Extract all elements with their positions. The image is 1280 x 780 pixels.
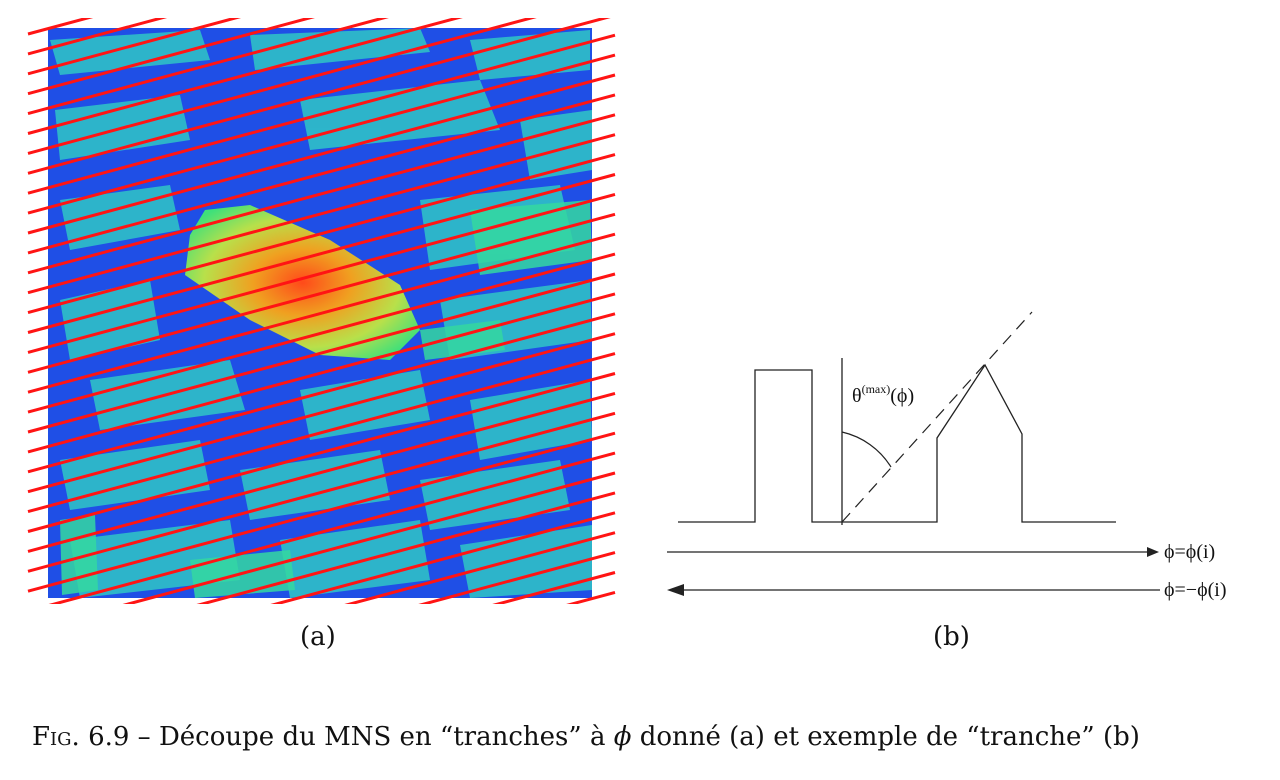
slice-line — [27, 18, 389, 116]
slice-line — [27, 93, 616, 255]
slice-line — [27, 391, 616, 553]
dsm-slices-figure — [27, 18, 616, 604]
panel-b-label: (b) — [933, 622, 970, 652]
slice-line — [27, 18, 168, 56]
slice-line — [122, 471, 616, 604]
slice-line — [270, 511, 616, 604]
slice-line — [27, 18, 611, 175]
slice-line — [27, 18, 537, 155]
slice-line — [27, 133, 616, 295]
slice-line — [27, 212, 616, 374]
slice-line — [48, 451, 616, 604]
dsm-panel: (a) — [0, 0, 640, 652]
caption-prefix: Fig. — [32, 722, 80, 752]
angle-arc — [841, 431, 892, 468]
forward-arrowhead — [1147, 547, 1159, 557]
slice-line — [27, 192, 616, 354]
slice-line — [27, 18, 463, 135]
slice-line — [27, 292, 616, 454]
caption-text-part2: donné (a) et exemple de “tranche” (b) — [631, 722, 1140, 752]
slice-diagram-panel: θ(max)(ϕ) ϕ=ϕ(i) ϕ=−ϕ(i) — [640, 0, 1280, 620]
dsm-map — [48, 28, 592, 598]
caption-number: 6.9 — [88, 722, 130, 752]
forward-arrow-label: ϕ=ϕ(i) — [1164, 541, 1215, 563]
slice-line — [27, 18, 316, 96]
slice-line — [27, 431, 616, 593]
slice-line — [418, 551, 616, 604]
caption-phi-symbol: ϕ — [613, 722, 632, 752]
slice-line — [27, 173, 616, 334]
theta-label: θ(max)(ϕ) — [852, 382, 914, 407]
theta-superscript: (max) — [862, 382, 891, 396]
backward-arrow-label: ϕ=−ϕ(i) — [1164, 579, 1227, 601]
slice-line — [27, 232, 616, 394]
terrain-profile — [678, 363, 1116, 523]
slice-line — [27, 18, 242, 76]
slice-line — [196, 491, 616, 604]
slice-line — [27, 372, 616, 533]
slice-line — [492, 571, 616, 604]
slice-line — [27, 272, 616, 434]
slice-line — [27, 312, 616, 474]
dsm-buildings — [50, 28, 592, 598]
slice-line — [27, 113, 616, 275]
caption-text-part1: – Découpe du MNS en “tranches” à — [129, 722, 614, 752]
slice-line — [344, 531, 616, 604]
slice-line — [27, 352, 616, 514]
figure-caption: Fig. 6.9 – Découpe du MNS en “tranches” … — [32, 722, 1140, 752]
slice-line — [27, 33, 616, 195]
slice-line — [27, 53, 616, 215]
panel-a-label: (a) — [300, 622, 336, 652]
slice-diagram: θ(max)(ϕ) ϕ=ϕ(i) ϕ=−ϕ(i) — [667, 311, 1227, 601]
theta-symbol: θ — [852, 385, 862, 407]
line-of-sight — [841, 311, 1033, 523]
backward-arrowhead — [667, 584, 684, 596]
slice-line — [27, 153, 616, 315]
slice-line — [27, 411, 616, 573]
theta-argument: (ϕ) — [890, 385, 914, 407]
slice-line — [27, 332, 616, 494]
slice-line — [27, 73, 616, 235]
slice-line — [27, 252, 616, 414]
slice-lines-outer — [27, 18, 616, 604]
